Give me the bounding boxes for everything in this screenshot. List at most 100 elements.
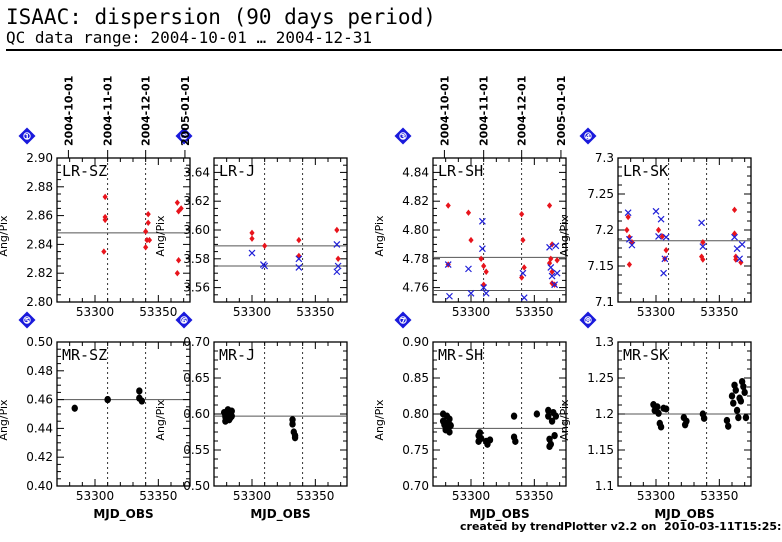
data-point-red [465,209,472,216]
data-point-red [481,262,487,270]
badge-ring [180,132,188,140]
panel-mr-sk: 53300 53350 1.1 1.15 1.2 1.25 1.3 Ang/Pix MR-SK 8… [558,311,752,522]
y-tick-label: 7.3 [595,151,614,165]
y-tick-label: 1.2 [595,407,614,421]
data-point-red [699,253,705,260]
data-point-red [549,268,555,275]
y-tick-label: 4.76 [402,281,429,295]
data-point [510,412,518,420]
y-axis-label: Ang/Pix [373,399,386,441]
y-tick-label: 4.78 [402,252,429,266]
panel-lr-sk: 53300 53350 7.1 7.15 7.2 7.25 7.3 Ang/Pix LR-SK 4 [558,127,752,319]
data-point-red [176,257,182,264]
panel-label: LR-SZ [62,162,107,180]
data-point [551,432,558,440]
date-tick-label: 2004-10-01 [62,76,75,146]
y-tick-label: 0.80 [402,407,429,421]
data-point-blue [548,272,556,280]
data-point-blue [553,269,561,277]
panel-number-badge [175,311,193,329]
data-point-blue [655,233,662,240]
data-point [228,412,235,420]
page-title: ISAAC: dispersion (90 days period) [6,5,436,29]
panel-number-badge [579,127,597,145]
badge-ring [584,316,592,324]
title-divider [6,49,782,51]
data-point [548,417,556,425]
data-point [737,397,745,405]
y-tick-label: 3.64 [183,165,210,179]
y-tick-label: 3.62 [183,194,210,208]
data-point-red [731,206,738,214]
data-point [655,409,662,417]
y-tick-label: 2.80 [26,295,53,309]
data-point [486,436,494,444]
y-tick-label: 0.48 [26,364,53,378]
data-point-red [146,236,153,244]
data-point [654,403,661,411]
panel-number: 4 [586,133,591,141]
date-tick-label: 2004-12-01 [140,76,153,146]
panel-label: MR-SK [623,346,668,364]
panel-lr-sz: 53300 53350 2.80 2.82 2.84 2.86 2.88 2.90 Ang/Pi… [0,127,191,319]
data-point [446,415,453,423]
x-tick-label: 53350 [515,305,553,319]
y-axis-label: Ang/Pix [0,215,10,257]
y-tick-label: 0.55 [183,443,210,457]
data-point-blue [333,240,341,248]
data-point-red [249,235,255,242]
x-tick-label: 53350 [296,489,334,503]
data-point [657,423,665,431]
data-point-red [549,280,555,287]
data-point [512,437,519,445]
x-tick-label: 53300 [452,489,490,503]
data-point-blue [482,289,490,297]
data-point [683,417,690,425]
y-tick-label: 0.70 [183,335,210,349]
data-point-red [174,270,180,277]
data-point-red [178,205,184,212]
data-point-red [249,229,255,237]
y-tick-label: 2.86 [26,209,53,223]
data-point [741,388,748,396]
data-point-blue [628,241,636,249]
data-point [477,434,485,443]
date-tick-label: 2004-10-01 [438,76,451,146]
panel-mr-sh: 53300 53350 0.70 0.75 0.80 0.85 0.90 Ang/Pix MR-… [373,311,567,522]
data-point-red [296,252,302,260]
data-point-blue [333,268,341,276]
date-tick-label: 2004-12-01 [516,76,529,146]
panel-number: 3 [401,133,406,141]
data-point-red [483,268,489,275]
data-point-blue [444,261,452,268]
badge-ring [23,132,31,140]
data-point [732,386,739,394]
data-point-blue [546,243,553,251]
data-point-red [625,213,631,221]
y-tick-label: 0.40 [26,479,53,493]
data-point [71,404,78,412]
data-point-red [663,246,669,254]
data-point [545,412,552,420]
data-point-blue [731,233,738,241]
x-axis-label: MJD_OBS [250,507,310,522]
badge-ring [399,316,407,324]
data-point-red [102,193,108,201]
panel-label: LR-SK [623,162,668,180]
y-tick-label: 0.42 [26,450,53,464]
data-point-red [700,256,706,263]
data-point-blue [248,249,256,257]
y-tick-label: 0.50 [26,335,53,349]
data-point-blue [295,255,303,263]
data-point [733,406,741,414]
y-tick-label: 3.60 [183,223,210,237]
data-point-red [733,256,739,263]
x-axis-label: MJD_OBS [469,507,529,522]
x-tick-label: 53350 [139,305,177,319]
date-tick-label: 2005-01-01 [555,76,568,146]
badge-ring [584,132,592,140]
y-axis-label: Ang/Pix [373,215,386,257]
y-tick-label: 0.44 [26,421,53,435]
date-tick-label: 2004-11-01 [102,76,115,146]
data-point-red [478,255,484,262]
